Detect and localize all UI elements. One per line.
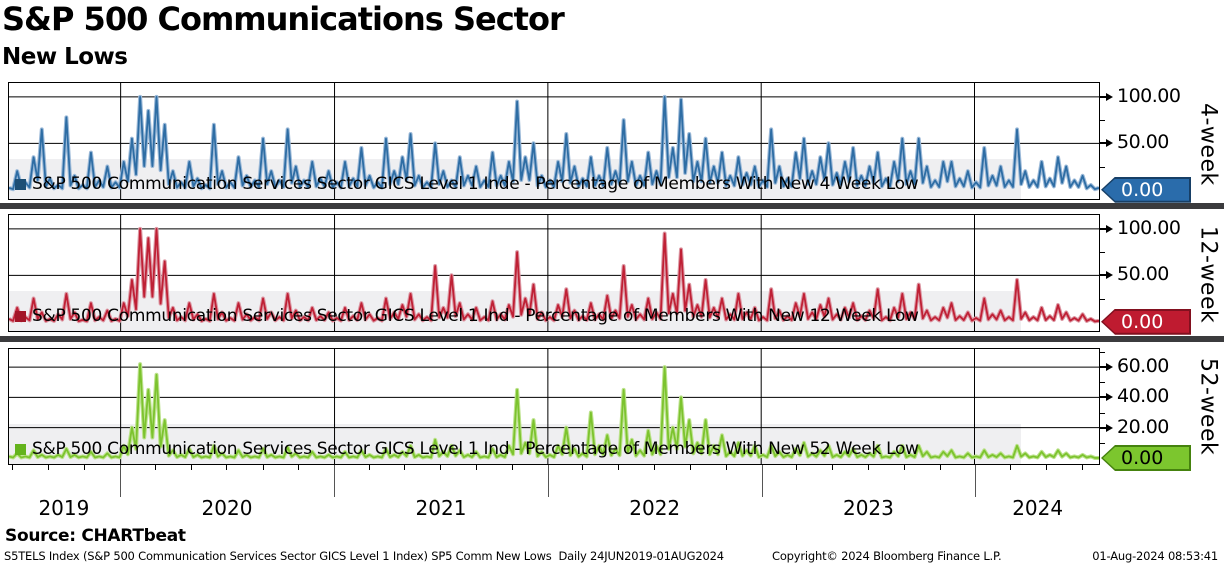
chart-title: S&P 500 Communications Sector xyxy=(2,0,565,38)
legend-label-52-week: S&P 500 Communication Services Sector GI… xyxy=(32,439,919,459)
y-tick-arrow-icon xyxy=(1106,139,1113,148)
x-tick xyxy=(476,465,478,470)
x-tick xyxy=(12,465,14,470)
last-value-4-week: 0.00 xyxy=(1121,178,1164,201)
x-tick xyxy=(298,465,300,470)
x-tick xyxy=(1081,465,1083,470)
legend-label-12-week: S&P 500 Communication Services Sector GI… xyxy=(32,306,919,326)
line-chart-12-week[interactable] xyxy=(9,215,1099,331)
legend-swatch-icon xyxy=(15,310,26,322)
y-tick xyxy=(1100,396,1108,399)
panel-separator xyxy=(0,203,1224,209)
x-tick xyxy=(440,465,442,470)
x-tick xyxy=(404,465,406,470)
x-tick-label: 2019 xyxy=(38,496,90,520)
x-tick xyxy=(653,465,655,470)
y-tick-arrow-icon xyxy=(1106,224,1113,233)
y-tick-arrow-icon xyxy=(1106,393,1113,402)
y-tick-label: 50.00 xyxy=(1117,131,1169,154)
x-tick-label: 2023 xyxy=(842,496,894,520)
y-tick-label: 40.00 xyxy=(1117,385,1169,408)
x-tick xyxy=(512,465,514,470)
last-value-tag-4-week[interactable]: 0.00 xyxy=(1101,176,1191,203)
x-tick xyxy=(48,465,50,470)
y-tick-label: 100.00 xyxy=(1117,216,1181,239)
legend-swatch-icon xyxy=(15,443,26,455)
line-chart-4-week[interactable] xyxy=(9,83,1099,199)
x-tick-label: 2022 xyxy=(629,496,681,520)
x-tick xyxy=(582,465,584,470)
x-tick xyxy=(84,465,86,470)
y-tick xyxy=(1100,142,1108,145)
panel-label-12-week: 12-week xyxy=(1195,226,1221,324)
x-tick xyxy=(618,465,620,470)
x-tick-label: 2020 xyxy=(201,496,253,520)
year-boundary-line xyxy=(975,465,977,497)
x-tick xyxy=(262,465,264,470)
timestamp: 01-Aug-2024 08:53:41 xyxy=(1092,549,1218,563)
y-minor-tick xyxy=(1100,298,1105,300)
x-tick xyxy=(903,465,905,470)
x-tick xyxy=(725,465,727,470)
y-tick-label: 60.00 xyxy=(1117,355,1169,378)
y-tick xyxy=(1100,95,1108,98)
security-description: S5TELS Index (S&P 500 Communication Serv… xyxy=(4,549,724,563)
year-boundary-line xyxy=(547,465,549,497)
y-tick xyxy=(1100,426,1108,429)
y-minor-tick xyxy=(1100,412,1105,414)
y-minor-tick xyxy=(1100,252,1105,254)
chart-subtitle: New Lows xyxy=(2,44,128,70)
panel-separator xyxy=(0,336,1224,342)
x-tick xyxy=(867,465,869,470)
x-tick xyxy=(796,465,798,470)
legend-label-4-week: S&P 500 Communication Services Sector GI… xyxy=(32,174,919,194)
x-tick xyxy=(154,465,156,470)
copyright-notice: Copyright© 2024 Bloomberg Finance L.P. xyxy=(772,549,1002,563)
x-tick xyxy=(939,465,941,470)
last-value-12-week: 0.00 xyxy=(1121,310,1164,333)
y-tick-arrow-icon xyxy=(1106,423,1113,432)
panel-52-week: S&P 500 Communication Services Sector GI… xyxy=(8,348,1100,465)
x-tick xyxy=(690,465,692,470)
y-tick-arrow-icon xyxy=(1106,92,1113,101)
y-tick xyxy=(1100,274,1108,277)
line-chart-52-week[interactable] xyxy=(9,349,1099,464)
y-tick-label: 100.00 xyxy=(1117,84,1181,107)
last-value-tag-52-week[interactable]: 0.00 xyxy=(1101,444,1191,471)
y-minor-tick xyxy=(1100,352,1105,354)
x-tick xyxy=(1010,465,1012,470)
last-value-tag-12-week[interactable]: 0.00 xyxy=(1101,308,1191,335)
legend-52-week[interactable]: S&P 500 Communication Services Sector GI… xyxy=(15,439,919,459)
legend-12-week[interactable]: S&P 500 Communication Services Sector GI… xyxy=(15,306,919,326)
legend-4-week[interactable]: S&P 500 Communication Services Sector GI… xyxy=(15,174,919,194)
x-tick xyxy=(226,465,228,470)
x-tick-label: 2021 xyxy=(415,496,467,520)
y-minor-tick xyxy=(1100,442,1105,444)
x-tick xyxy=(190,465,192,470)
x-tick-label: 2024 xyxy=(1012,496,1064,520)
x-tick xyxy=(831,465,833,470)
y-tick-label: 20.00 xyxy=(1117,415,1169,438)
panel-4-week: S&P 500 Communication Services Sector GI… xyxy=(8,82,1100,200)
y-tick-label: 50.00 xyxy=(1117,263,1169,286)
x-tick xyxy=(368,465,370,470)
y-minor-tick xyxy=(1100,120,1105,122)
source-line: Source: CHARTbeat xyxy=(5,526,186,546)
y-tick xyxy=(1100,366,1108,369)
y-minor-tick xyxy=(1100,382,1105,384)
year-boundary-line xyxy=(334,465,336,497)
y-minor-tick xyxy=(1100,166,1105,168)
y-tick xyxy=(1100,227,1108,230)
y-tick-arrow-icon xyxy=(1106,363,1113,372)
panel-label-52-week: 52-week xyxy=(1195,357,1221,456)
panel-label-4-week: 4-week xyxy=(1195,102,1221,186)
panel-12-week: S&P 500 Communication Services Sector GI… xyxy=(8,214,1100,332)
x-tick xyxy=(1046,465,1048,470)
year-boundary-line xyxy=(119,465,121,497)
year-boundary-line xyxy=(761,465,763,497)
y-tick-arrow-icon xyxy=(1106,271,1113,280)
legend-swatch-icon xyxy=(15,178,26,190)
last-value-52-week: 0.00 xyxy=(1121,446,1164,469)
